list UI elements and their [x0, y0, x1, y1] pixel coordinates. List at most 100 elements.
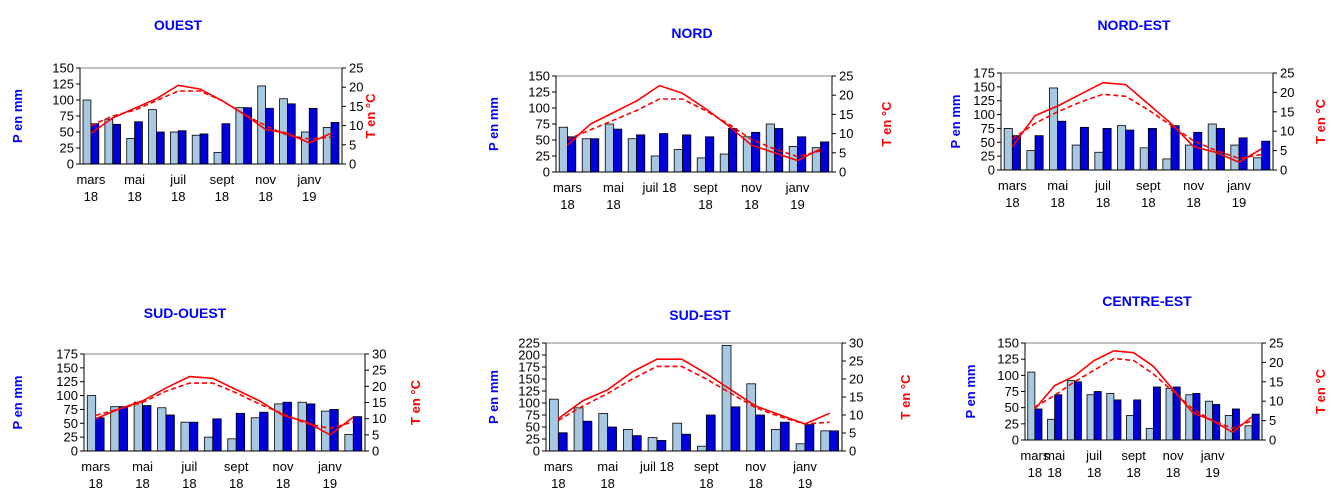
- bar-precip-normal: [820, 430, 831, 452]
- x-tick-label: mai: [1044, 448, 1065, 463]
- bar-precip-normal: [148, 109, 157, 165]
- y2-tick-label: 20: [349, 80, 363, 95]
- bar-precip-normal: [721, 344, 732, 452]
- bar-precip-normal: [344, 433, 354, 452]
- y-tick-label: 150: [973, 79, 995, 94]
- x-tick-label-year: 19: [790, 197, 804, 212]
- x-tick-label: mars: [553, 180, 582, 195]
- chart-title: NORD: [671, 25, 712, 41]
- y-tick-label: 75: [64, 402, 78, 417]
- y2-tick-label: 10: [349, 118, 363, 133]
- y-tick-label: 0: [1012, 433, 1019, 448]
- bar-precip-normal: [1126, 415, 1135, 441]
- y2-axis-title: T en °C: [898, 374, 913, 420]
- bar-precip-observed: [1251, 413, 1260, 441]
- x-tick-label-year: 19: [1205, 465, 1219, 480]
- bar-precip-normal: [300, 131, 310, 165]
- y-tick-label: 25: [526, 432, 540, 447]
- y-tick-label: 100: [997, 368, 1019, 383]
- bar-precip-normal: [1139, 147, 1149, 171]
- bar-precip-normal: [169, 131, 179, 165]
- x-tick-label-year: 18: [1166, 465, 1180, 480]
- bar-precip-observed: [165, 414, 175, 452]
- y2-tick-label: 10: [849, 408, 863, 423]
- x-tick-label-year: 18: [215, 189, 229, 204]
- bar-precip-normal: [627, 138, 637, 173]
- bar-precip-normal: [558, 126, 568, 173]
- bar-precip-observed: [1231, 408, 1240, 441]
- x-tick-label-year: 18: [135, 476, 149, 491]
- bar-precip-observed: [1261, 140, 1271, 171]
- bar-precip-observed: [730, 406, 741, 452]
- y-tick-label: 75: [60, 109, 74, 124]
- bar-precip-normal: [1027, 371, 1036, 441]
- bar-precip-observed: [705, 136, 715, 173]
- bar-precip-observed: [1170, 125, 1180, 171]
- x-tick-label-year: 18: [1096, 195, 1110, 210]
- bar-precip-normal: [647, 437, 658, 452]
- bar-precip-normal: [1185, 394, 1194, 441]
- y2-axis-title: T en °C: [879, 101, 894, 147]
- bar-precip-normal: [1071, 144, 1081, 171]
- x-tick-label: juil 18: [642, 180, 677, 195]
- y2-tick-label: 30: [372, 347, 386, 362]
- x-tick-label: mars: [1020, 448, 1049, 463]
- x-tick-label: sept: [210, 172, 235, 187]
- bar-precip-normal: [1145, 427, 1154, 441]
- bar-precip-observed: [259, 411, 269, 452]
- line-temp-observed: [566, 84, 821, 162]
- y-tick-label: 0: [988, 163, 995, 178]
- y2-tick-label: 0: [849, 444, 856, 459]
- x-tick-label: sept: [693, 180, 718, 195]
- x-tick-label-year: 18: [699, 476, 713, 491]
- bar-precip-observed: [590, 138, 600, 173]
- bar-precip-observed: [212, 418, 222, 452]
- y-tick-label: 100: [52, 93, 74, 108]
- bar-precip-observed: [631, 435, 642, 452]
- x-tick-label: juil: [169, 172, 186, 187]
- bar-precip-observed: [779, 421, 790, 452]
- bar-precip-observed: [682, 134, 692, 173]
- x-tick-label: mars: [76, 172, 105, 187]
- bar-precip-observed: [656, 440, 667, 452]
- bar-precip-normal: [673, 149, 683, 173]
- bar-precip-observed: [557, 432, 568, 452]
- y2-tick-label: 0: [839, 165, 846, 180]
- y-axis-title: P en mm: [10, 376, 25, 430]
- bar-precip-normal: [104, 118, 114, 165]
- y-tick-label: 150: [997, 336, 1019, 351]
- y2-tick-label: 10: [1280, 124, 1294, 139]
- x-tick-label: mai: [1047, 178, 1068, 193]
- y-tick-label: 25: [536, 149, 550, 164]
- y-tick-label: 75: [526, 408, 540, 423]
- bar-precip-normal: [598, 413, 609, 452]
- x-tick-label-year: 19: [302, 189, 316, 204]
- bar-precip-normal: [746, 383, 757, 452]
- x-tick-label: sept: [1121, 448, 1146, 463]
- bar-precip-normal: [1086, 394, 1095, 441]
- bar-precip-observed: [1054, 394, 1063, 441]
- y2-tick-label: 0: [372, 444, 379, 459]
- x-tick-label-year: 18: [1050, 195, 1064, 210]
- bar-precip-observed: [636, 134, 646, 173]
- x-tick-label-year: 18: [1047, 465, 1061, 480]
- y-tick-label: 100: [56, 388, 78, 403]
- y2-tick-label: 5: [1269, 413, 1276, 428]
- bar-precip-normal: [180, 421, 190, 452]
- y2-tick-label: 15: [1280, 104, 1294, 119]
- bar-precip-observed: [282, 401, 292, 452]
- bar-precip-observed: [751, 131, 761, 173]
- y2-tick-label: 15: [849, 390, 863, 405]
- y2-tick-label: 15: [1269, 374, 1283, 389]
- y2-tick-label: 25: [1280, 66, 1294, 81]
- y2-tick-label: 15: [372, 395, 386, 410]
- bar-precip-observed: [235, 412, 246, 452]
- x-tick-label-year: 18: [1126, 465, 1140, 480]
- x-tick-label: nov: [745, 459, 766, 474]
- y-tick-label: 50: [64, 416, 78, 431]
- y-axis-title: P en mm: [963, 365, 978, 419]
- bar-precip-observed: [1193, 131, 1203, 171]
